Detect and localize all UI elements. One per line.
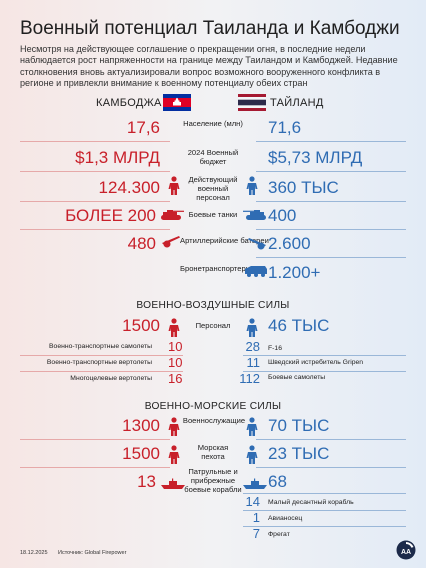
air-right-item-label: F-16 <box>268 345 282 352</box>
divider <box>243 371 406 372</box>
tanks-thailand: 400 <box>268 206 297 225</box>
personnel-label: Действующий военный персонал <box>188 175 238 202</box>
divider <box>256 467 406 468</box>
air-left-item-label: Многоцелевые вертолеты <box>70 375 152 382</box>
soldier-icon <box>168 176 180 196</box>
apc-icon <box>243 264 269 277</box>
ship-icon <box>160 478 186 490</box>
artillery-icon <box>159 234 181 248</box>
divider <box>256 229 406 230</box>
logo-icon: AA <box>396 540 416 560</box>
artillery-thailand: 2.600 <box>268 234 311 253</box>
cambodia-flag-icon <box>163 94 191 111</box>
soldier-icon <box>168 318 180 338</box>
navy-heading: ВОЕННО-МОРСКИЕ СИЛЫ <box>144 401 282 412</box>
marines-label: Морская пехота <box>197 443 229 461</box>
tank-icon <box>242 208 268 221</box>
budget-label: 2024 Военный бюджет <box>187 148 239 166</box>
tank-icon <box>159 208 185 221</box>
patrol-ships-label: Патрульные и прибрежные боевые корабли <box>184 467 242 494</box>
budget-thailand: $5,73 МЛРД <box>268 148 363 167</box>
population-label: Население (млн) <box>183 119 243 128</box>
soldier-icon <box>246 318 258 338</box>
air-force-heading: ВОЕННО-ВОЗДУШНЫЕ СИЛЫ <box>136 300 290 311</box>
divider <box>256 171 406 172</box>
divider <box>20 171 170 172</box>
navy-right-item-value: 14 <box>245 494 260 509</box>
artillery-cambodia: 480 <box>127 234 156 253</box>
country-right-label: ТАЙЛАНД <box>270 97 324 109</box>
page-title: Военный потенциал Таиланда и Камбоджи <box>20 18 400 39</box>
patrol-ships-thailand: 68 <box>268 472 287 491</box>
personnel-cambodia: 124.300 <box>98 178 160 197</box>
marines-cambodia: 1500 <box>122 444 160 463</box>
budget-cambodia: $1,3 МЛРД <box>75 148 160 167</box>
navy-personnel-thailand: 70 ТЫС <box>268 416 330 435</box>
thailand-flag-icon <box>238 94 266 111</box>
air-right-item-value: 11 <box>246 355 261 370</box>
ship-icon <box>242 478 268 490</box>
divider <box>20 229 170 230</box>
svg-text:AA: AA <box>401 549 411 556</box>
population-thailand: 71,6 <box>268 118 302 137</box>
apc-label: Бронетранспортеры <box>180 264 252 273</box>
navy-right-item-label: Малый десантный корабль <box>268 499 354 506</box>
divider <box>256 257 406 258</box>
air-right-item-label: Шведский истребитель Gripen <box>268 359 364 366</box>
air-personnel-cambodia: 1500 <box>122 316 160 335</box>
soldier-icon <box>168 445 180 465</box>
divider <box>20 439 170 440</box>
air-right-item-value: 112 <box>239 371 260 386</box>
soldier-icon <box>246 176 258 196</box>
air-left-item-value: 16 <box>168 371 183 386</box>
divider <box>20 201 170 202</box>
navy-right-item-value: 7 <box>252 526 260 541</box>
population-cambodia: 17,6 <box>126 118 160 137</box>
divider <box>20 467 170 468</box>
divider <box>243 510 406 511</box>
patrol-ships-cambodia: 13 <box>137 472 156 491</box>
tanks-label: Боевые танки <box>188 210 238 219</box>
air-personnel-thailand: 46 ТЫС <box>268 316 330 335</box>
navy-right-item-label: Авианосец <box>268 515 303 522</box>
divider <box>20 355 183 356</box>
divider <box>256 439 406 440</box>
divider <box>20 371 183 372</box>
footer-source: Источник: Global Firepower <box>58 550 127 556</box>
air-left-item-value: 10 <box>168 339 183 354</box>
tanks-cambodia: БОЛЕЕ 200 <box>65 206 156 225</box>
air-right-item-label: Боевые самолеты <box>268 374 326 381</box>
navy-personnel-cambodia: 1300 <box>122 416 160 435</box>
soldier-icon <box>168 417 180 437</box>
divider <box>243 493 406 494</box>
divider <box>20 141 170 142</box>
apc-thailand: 1.200+ <box>268 263 321 282</box>
air-left-item-label: Военно-транспортные вертолеты <box>46 359 152 366</box>
navy-right-item-label: Фрегат <box>268 531 290 538</box>
footer-date: 18.12.2025 <box>20 550 48 556</box>
air-left-item-value: 10 <box>168 355 183 370</box>
navy-right-item-value: 1 <box>252 510 260 525</box>
divider <box>243 526 406 527</box>
artillery-label: Артиллерийские батареи <box>180 236 269 245</box>
air-right-item-value: 28 <box>245 339 260 354</box>
divider <box>243 355 406 356</box>
soldier-icon <box>246 445 258 465</box>
navy-personnel-label: Военнослужащие <box>182 416 246 425</box>
air-left-item-label: Военно-транспортные самолеты <box>49 343 152 350</box>
air-personnel-label: Персонал <box>195 321 231 330</box>
soldier-icon <box>246 417 258 437</box>
intro-text: Несмотря на действующее соглашение о пре… <box>20 44 398 89</box>
artillery-icon <box>247 236 269 250</box>
divider <box>256 141 406 142</box>
divider <box>256 201 406 202</box>
country-left-label: КАМБОДЖА <box>96 97 162 109</box>
marines-thailand: 23 ТЫС <box>268 444 330 463</box>
personnel-thailand: 360 ТЫС <box>268 178 339 197</box>
